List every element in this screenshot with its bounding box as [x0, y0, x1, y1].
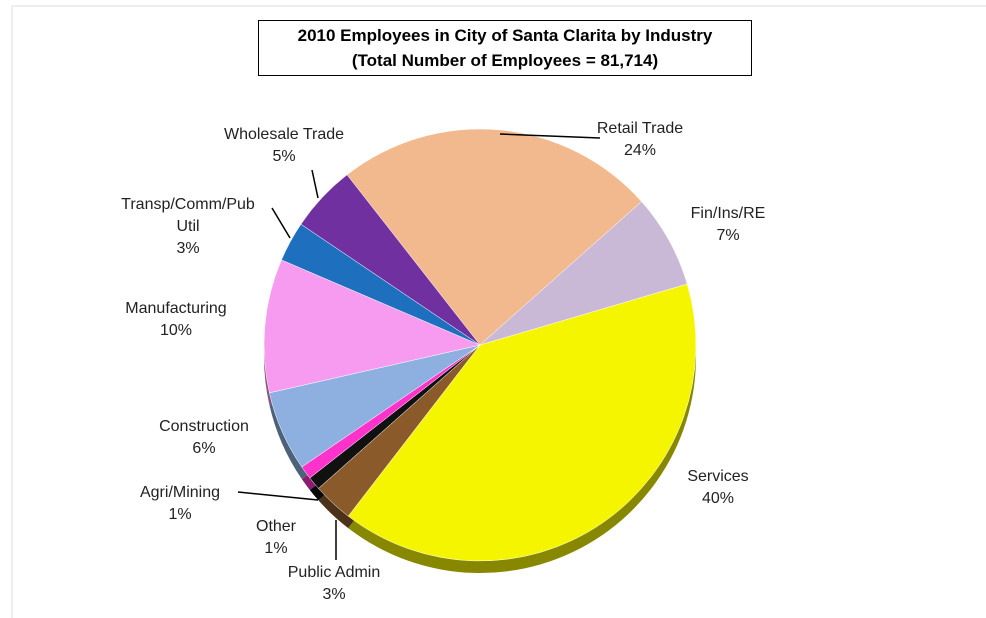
chart-title: 2010 Employees in City of Santa Clarita …: [297, 26, 713, 45]
label-name: Retail Trade: [596, 120, 684, 137]
slice-label: Transp/Comm/Pub Util 3%: [113, 194, 263, 260]
label-name: Wholesale Trade: [223, 126, 345, 143]
label-name: Manufacturing: [125, 300, 227, 317]
label-percent: 1%: [168, 506, 192, 523]
label-name: Fin/Ins/RE: [690, 205, 766, 222]
slice-label: Agri/Mining 1%: [140, 482, 220, 526]
leader-line: [311, 169, 319, 199]
label-percent: 3%: [176, 240, 200, 257]
slice-label: Services 40%: [687, 466, 748, 510]
slice-label: Manufacturing 10%: [125, 298, 226, 342]
label-name: Agri/Mining: [139, 484, 221, 501]
label-name: Transp/Comm/Pub Util: [121, 196, 255, 235]
chart-subtitle: (Total Number of Employees = 81,714): [351, 51, 659, 70]
slice-label: Retail Trade 24%: [597, 118, 683, 162]
label-name: Construction: [159, 418, 249, 435]
leader-line: [271, 207, 291, 239]
slice: [263, 259, 481, 394]
label-name: Services: [687, 468, 749, 485]
slice: [346, 128, 642, 346]
label-percent: 1%: [264, 540, 288, 557]
title-box: 2010 Employees in City of Santa Clarita …: [258, 20, 752, 76]
slice-label: Public Admin 3%: [288, 562, 381, 606]
label-percent: 24%: [623, 142, 657, 159]
label-name: Other: [255, 518, 297, 535]
label-percent: 5%: [272, 148, 296, 165]
slice: [347, 283, 697, 562]
label-percent: 6%: [192, 440, 216, 457]
slice-label: Wholesale Trade 5%: [224, 124, 344, 168]
label-percent: 7%: [716, 227, 740, 244]
slice-label: Construction 6%: [159, 416, 249, 460]
label-name: Public Admin: [287, 564, 381, 581]
leader-line: [237, 491, 319, 501]
label-percent: 3%: [322, 586, 346, 603]
slice: [300, 174, 481, 346]
label-percent: 10%: [159, 322, 193, 339]
label-percent: 40%: [701, 490, 735, 507]
slice-label: Other 1%: [256, 516, 296, 560]
leader-line: [499, 133, 601, 139]
slice-label: Fin/Ins/RE 7%: [691, 203, 766, 247]
